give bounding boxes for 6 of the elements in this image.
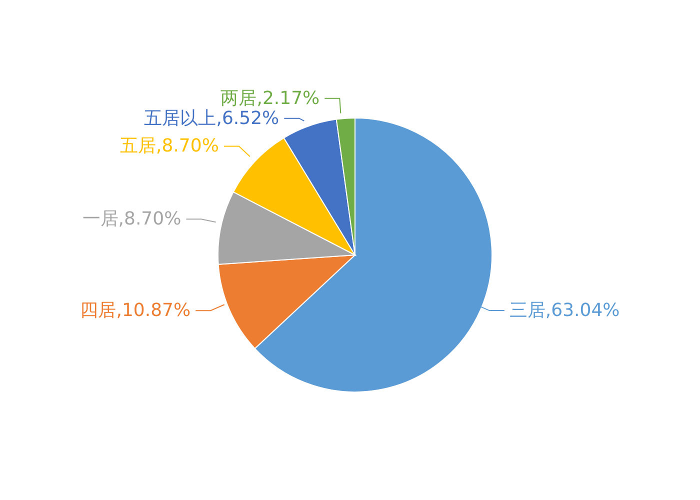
slice-label: 两居,2.17% — [220, 88, 320, 109]
slice-label: 三居,63.04% — [509, 300, 620, 322]
slice-label: 四居,10.87% — [80, 300, 191, 322]
slice-label: 一居,8.70% — [82, 208, 182, 230]
slice-label: 五居,8.70% — [120, 136, 219, 157]
slice-label: 五居以上,6.52% — [144, 108, 280, 129]
